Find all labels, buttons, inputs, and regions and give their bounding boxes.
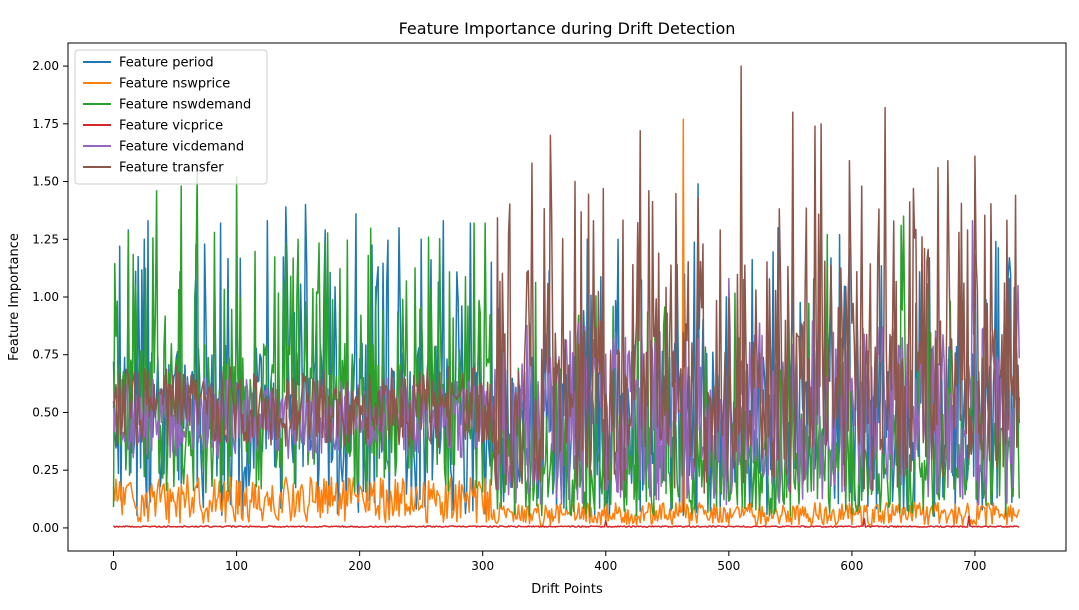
y-tick-label: 1.25 (32, 232, 59, 246)
y-tick-label: 1.75 (32, 117, 59, 131)
y-tick-label: 0.75 (32, 348, 59, 362)
x-tick-label: 600 (840, 559, 863, 573)
legend-label: Feature vicprice (119, 119, 223, 134)
x-tick-label: 400 (594, 559, 617, 573)
y-tick-label: 2.00 (32, 59, 59, 73)
series-line-nswdemand (112, 169, 1020, 517)
y-tick-label: 0.50 (32, 405, 59, 419)
x-axis-label: Drift Points (531, 582, 603, 597)
y-axis-ticks: 0.00 0.25 0.50 0.75 1.00 1.25 1.50 1.75 2.00 (32, 59, 68, 535)
y-tick-label: 0.25 (32, 463, 59, 477)
legend-label: Feature transfer (119, 161, 224, 176)
y-axis-label: Feature Importance (7, 233, 22, 361)
x-tick-label: 700 (963, 559, 986, 573)
legend: Feature period Feature nswprice Feature ns… (74, 49, 268, 185)
x-tick-label: 300 (471, 559, 494, 573)
x-tick-label: 0 (110, 559, 118, 573)
series-line-transfer (112, 65, 1020, 494)
chart-title: Feature Importance during Drift Detectio… (399, 19, 736, 38)
legend-label: Feature period (119, 56, 214, 71)
y-tick-label: 1.00 (32, 290, 59, 304)
series-group (112, 65, 1020, 528)
legend-label: Feature nswprice (119, 77, 230, 92)
legend-box (74, 49, 268, 185)
y-tick-label: 1.50 (32, 175, 59, 189)
legend-label: Feature nswdemand (119, 98, 251, 113)
y-tick-label: 0.00 (32, 521, 59, 535)
legend-label: Feature vicdemand (119, 140, 244, 155)
x-axis-ticks: 0 100 200 300 400 500 600 700 (110, 551, 986, 573)
x-tick-label: 200 (348, 559, 371, 573)
x-tick-label: 100 (225, 559, 248, 573)
series-line-vicprice (112, 515, 1020, 528)
x-tick-label: 500 (717, 559, 740, 573)
